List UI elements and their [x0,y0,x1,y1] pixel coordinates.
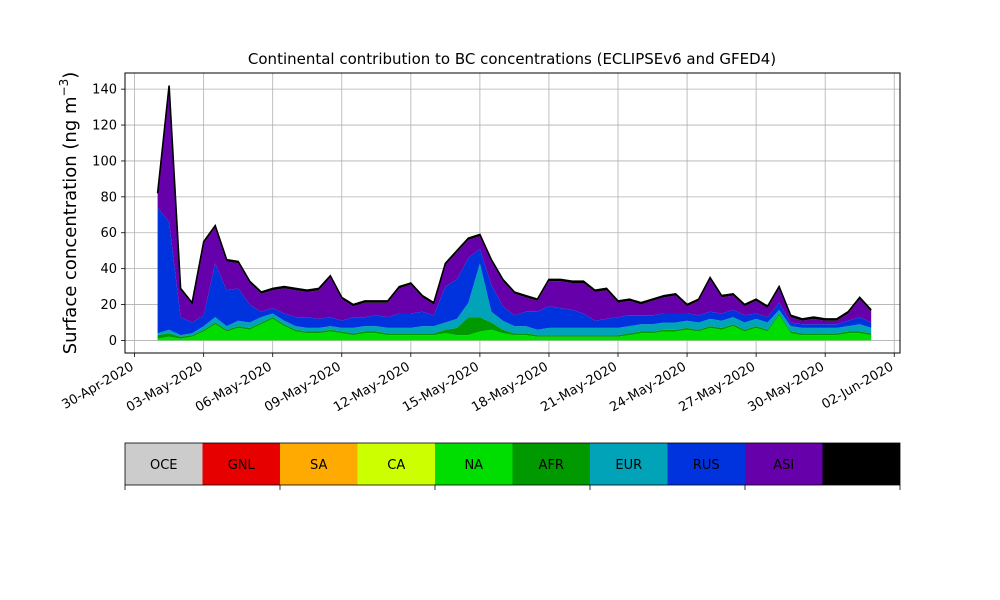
x-tick-label: 03-May-2020 [124,359,206,415]
y-tick-label: 40 [100,262,117,277]
legend-swatch-aus [822,443,900,485]
legend-swatch-oce [125,443,203,485]
x-tick-label: 06-May-2020 [193,359,275,415]
total-outline [156,85,872,320]
legend-swatch-na [435,443,513,485]
y-tick-label: 100 [92,154,117,169]
area-aus [157,85,872,321]
legend-label-rus: RUS [693,458,720,473]
area-eur [157,263,872,337]
legend-label-gnl: GNL [228,458,256,473]
x-tick-label: 27-May-2020 [676,359,758,415]
legend-label-sa: SA [310,458,327,473]
y-tick-label: 120 [92,119,117,134]
plot-frame [124,72,901,354]
x-tick-label: 30-May-2020 [746,359,828,415]
area-na [157,315,872,341]
area-afr [157,313,872,339]
legend-label-afr: AFR [539,458,564,473]
y-axis-label-close: ) [60,72,81,79]
legend-label-oce: OCE [150,458,178,473]
legend-swatch-sa [280,443,358,485]
x-tick-label: 15-May-2020 [400,359,482,415]
legend-label-aus: AUS [848,458,875,473]
y-axis-label-exponent: −3 [57,79,71,97]
y-axis-label: Surface concentration (ng m−3) [57,72,81,355]
colorbar-legend: OCE GNL SA CA NA AFR EUR RUS ASI AUS [124,442,901,490]
legend-label-ca: CA [387,458,405,473]
area-rus [157,207,872,336]
x-tick-label: 18-May-2020 [469,359,551,415]
x-tick-label: 24-May-2020 [607,359,689,415]
legend-swatch-asi [745,443,823,485]
y-tick-label: 80 [100,190,117,205]
legend-swatch-rus [667,443,745,485]
x-tick-label: 21-May-2020 [538,359,620,415]
x-tick-label: 02-Jun-2020 [819,359,896,412]
y-tick-label: 60 [100,226,117,241]
area-asi [157,87,872,325]
legend-swatch-eur [590,443,668,485]
y-tick-label: 20 [100,298,117,313]
x-tick-label: 12-May-2020 [331,359,413,415]
legend-label-asi: ASI [773,458,794,473]
chart-title: Continental contribution to BC concentra… [248,50,776,68]
x-tick-label: 09-May-2020 [262,359,344,415]
legend-swatch-afr [512,443,590,485]
legend-swatch-gnl [202,443,280,485]
legend-label-na: NA [464,458,483,473]
legend-swatch-ca [357,443,435,485]
legend-label-eur: EUR [615,458,642,473]
legend-frame [124,442,901,486]
y-tick-label: 0 [109,334,117,349]
stacked-areas [156,85,872,341]
y-tick-label: 140 [92,83,117,98]
y-axis-label-main: Surface concentration (ng m [60,96,81,354]
